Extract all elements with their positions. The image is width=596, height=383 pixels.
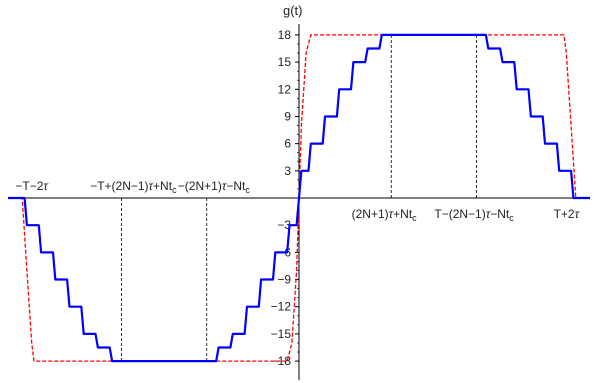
y-tick-label: 12 [278, 82, 292, 96]
y-tick-label: −9 [277, 273, 291, 287]
y-tick-label: 3 [284, 164, 291, 178]
x-annotation-part: (2N+1) [352, 207, 389, 221]
x-annotation-part: τ [575, 207, 581, 221]
x-annotation-part: c [172, 185, 177, 195]
y-tick-label: −18 [271, 354, 292, 368]
y-tick-label: 9 [284, 109, 291, 123]
x-annotation-part: +Nt [393, 207, 413, 221]
y-tick-label: 18 [278, 28, 292, 42]
x-annotation-part: −Nt [226, 179, 246, 193]
y-tick-label: 15 [278, 55, 292, 69]
series-line-0 [8, 33, 590, 363]
x-annotation-part: τ [43, 179, 49, 193]
x-annotation-part: c [245, 185, 250, 195]
x-annotation-part: +Nt [153, 179, 173, 193]
x-annotation: (2N+1)τ+Ntc [352, 207, 418, 223]
x-annotations: −T−2τ −T+(2N−1)τ+Ntc −(2N+1)τ−Ntc(2N+1)τ+N… [15, 179, 580, 223]
x-annotation: −T+(2N−1)τ+Ntc [90, 179, 177, 195]
x-annotation-part: −Nt [490, 207, 510, 221]
x-annotation-part: τ [222, 179, 228, 193]
x-annotation-part: −(2N+1) [178, 179, 222, 193]
y-tick-label: 6 [284, 137, 291, 151]
x-annotation: −(2N+1)τ−Ntc [178, 179, 251, 195]
series [8, 33, 590, 363]
x-annotation: −T−2τ [15, 179, 49, 193]
x-annotation: T+2τ [554, 207, 581, 221]
x-annotation-part: τ [389, 207, 395, 221]
y-tick-label: −15 [271, 327, 292, 341]
x-annotation-part: −T−2 [15, 179, 43, 193]
x-annotation-part: c [509, 213, 514, 223]
x-annotation-part: −T+(2N−1) [90, 179, 148, 193]
reference-lines [121, 34, 477, 362]
x-annotation-part: c [412, 213, 417, 223]
y-tick-label: −12 [271, 300, 292, 314]
x-annotation-part: T−(2N−1) [434, 207, 485, 221]
y-tick-label: −3 [277, 218, 291, 232]
x-annotation-part: τ [486, 207, 492, 221]
x-annotation-part: T+2 [554, 207, 575, 221]
x-annotation-part: τ [149, 179, 155, 193]
y-axis-label: g(t) [283, 3, 303, 18]
x-annotation: T−(2N−1)τ−Ntc [434, 207, 514, 223]
